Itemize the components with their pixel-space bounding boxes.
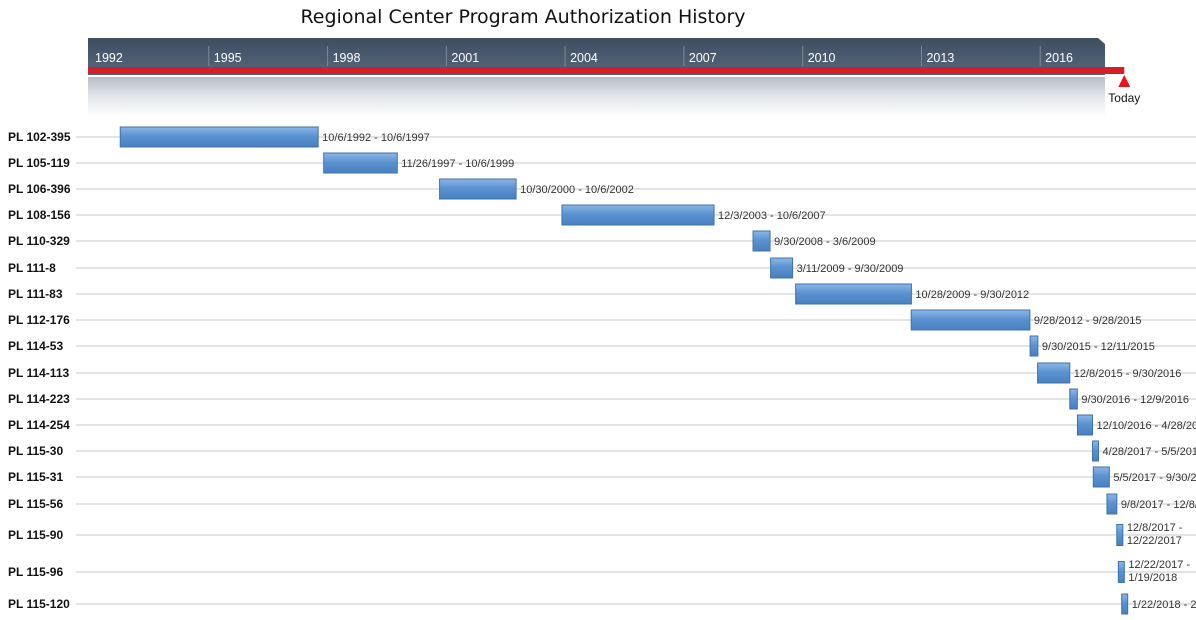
task-date-label: 1/22/2018 - 2/8/2018 [1132,599,1196,611]
chart-title: Regional Center Program Authorization Hi… [300,6,745,28]
task-row: PL 110-329 9/30/2008 - 3/6/2009 [8,230,1196,252]
tick-label-2001: 2001 [451,51,479,65]
task-bar [1092,440,1100,462]
task-rows: PL 102-395 10/6/1992 - 10/6/1997 PL 105-11… [8,126,1196,615]
task-date-label: 12/3/2003 - 10/6/2007 [718,210,826,222]
task-row: PL 112-176 9/28/2012 - 9/28/2015 [8,309,1196,331]
task-row: PL 115-30 4/28/2017 - 5/5/2017 [8,440,1196,462]
task-name: PL 115-96 [8,565,63,579]
task-name: PL 114-254 [8,418,70,432]
task-row: PL 114-113 12/8/2015 - 9/30/2016 [8,362,1196,384]
task-row: PL 115-90 12/8/2017 -12/22/2017 [8,522,1196,547]
task-date-label: 4/28/2017 - 5/5/2017 [1103,446,1196,458]
task-name: PL 115-30 [8,444,63,458]
task-name: PL 108-156 [8,208,71,222]
task-name: PL 112-176 [8,313,70,327]
task-bar [1037,362,1071,384]
task-bar [1069,388,1078,410]
task-name: PL 111-8 [8,261,56,275]
tick-label-2010: 2010 [808,51,836,65]
task-row: PL 115-120 1/22/2018 - 2/8/2018 [8,593,1196,615]
task-bar [323,152,398,174]
task-name: PL 105-119 [8,156,70,170]
task-row: PL 115-31 5/5/2017 - 9/30/2017 [8,466,1196,488]
tick-label-1998: 1998 [333,51,361,65]
timeline-ticks: 1992 1995 1998 2001 2004 2007 2010 2013 2016 [95,46,1073,66]
task-bar [1076,414,1094,436]
task-bar [1092,466,1110,488]
timeline-shadow [88,77,1105,117]
task-bar [795,283,912,305]
tick-label-1995: 1995 [214,51,242,65]
task-date-label: 10/6/1992 - 10/6/1997 [322,132,430,144]
task-date-label: 9/30/2015 - 12/11/2015 [1042,341,1155,353]
task-bar [439,178,517,200]
task-date-label: 10/30/2000 - 10/6/2002 [520,184,634,196]
task-bar [1117,561,1125,583]
today-label: Today [1108,91,1140,105]
task-row: PL 108-156 12/3/2003 - 10/6/2007 [8,204,1196,226]
task-row: PL 102-395 10/6/1992 - 10/6/1997 [8,126,1196,148]
tick-label-2013: 2013 [926,51,954,65]
task-date-label: 5/5/2017 - 9/30/2017 [1113,472,1196,484]
task-date-label: 3/11/2009 - 9/30/2009 [797,263,904,275]
tick-label-2016: 2016 [1045,51,1073,65]
task-row: PL 106-396 10/30/2000 - 10/6/2002 [8,178,1196,200]
tick-label-2004: 2004 [570,51,598,65]
task-date-label: 12/8/2017 - [1127,522,1183,534]
task-row: PL 114-53 9/30/2015 - 12/11/2015 [8,335,1196,357]
task-name: PL 115-31 [8,470,63,484]
task-name: PL 111-83 [8,287,63,301]
task-date-label: 11/26/1997 - 10/6/1999 [401,158,514,170]
task-name: PL 115-120 [8,597,70,611]
task-date-label: 9/30/2016 - 12/9/2016 [1081,394,1189,406]
task-name: PL 114-53 [8,339,63,353]
task-date-label: 12/10/2016 - 4/28/2017 [1097,420,1196,432]
task-date-label: 12/22/2017 [1127,535,1182,547]
task-date-label: 9/28/2012 - 9/28/2015 [1034,315,1142,327]
task-row: PL 105-119 11/26/1997 - 10/6/1999 [8,152,1196,174]
task-bar [770,257,794,279]
task-bar [752,230,771,252]
task-date-label: 12/8/2015 - 9/30/2016 [1074,368,1182,380]
task-bar [119,126,319,148]
task-bar [1029,335,1039,357]
task-name: PL 106-396 [8,182,71,196]
task-name: PL 110-329 [8,234,70,248]
task-row: PL 115-56 9/8/2017 - 12/8/2017 [8,493,1196,515]
task-row: PL 111-8 3/11/2009 - 9/30/2009 [8,257,1196,279]
task-name: PL 115-90 [8,528,63,542]
task-name: PL 102-395 [8,130,71,144]
task-row: PL 115-96 12/22/2017 -1/19/2018 [8,559,1196,584]
task-date-label: 12/22/2017 - [1128,559,1190,571]
task-row: PL 111-83 10/28/2009 - 9/30/2012 [8,283,1196,305]
task-name: PL 114-223 [8,392,70,406]
task-date-label: 9/8/2017 - 12/8/2017 [1121,499,1196,511]
task-bar [910,309,1031,331]
task-bar [1106,493,1118,515]
timeline-band [88,38,1105,75]
task-date-label: 1/19/2018 [1128,572,1177,584]
task-bar [1121,593,1129,615]
task-row: PL 114-223 9/30/2016 - 12/9/2016 [8,388,1196,410]
timeline-progress-line [88,67,1125,74]
task-date-label: 10/28/2009 - 9/30/2012 [915,289,1029,301]
tick-label-2007: 2007 [689,51,717,65]
task-row: PL 114-254 12/10/2016 - 4/28/2017 [8,414,1196,436]
task-name: PL 115-56 [8,497,63,511]
today-marker-icon [1118,75,1131,87]
task-name: PL 114-113 [8,366,69,380]
task-bar [1116,524,1124,546]
task-date-label: 9/30/2008 - 3/6/2009 [774,236,876,248]
tick-label-1992: 1992 [95,51,123,65]
task-bar [561,204,715,226]
